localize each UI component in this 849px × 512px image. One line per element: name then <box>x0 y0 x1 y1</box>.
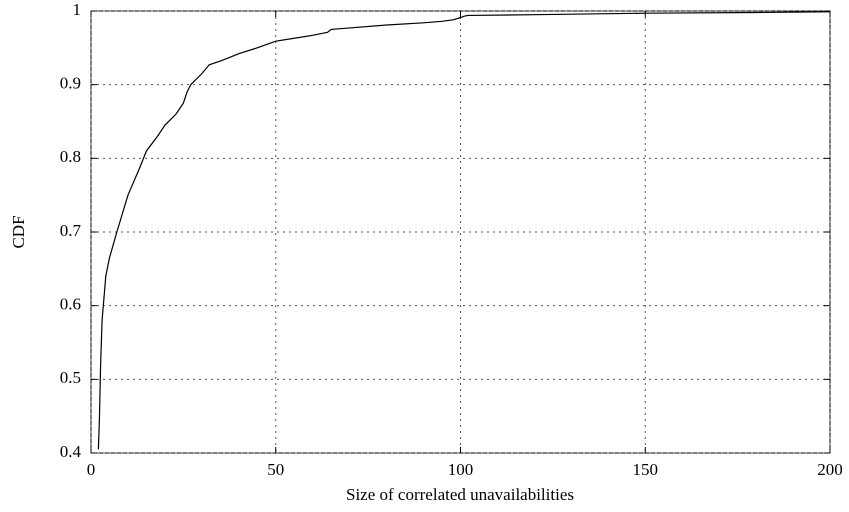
x-tick-label: 200 <box>817 460 843 479</box>
x-tick-label: 50 <box>267 460 284 479</box>
y-tick-label: 0.4 <box>60 442 82 461</box>
y-axis-label: CDF <box>9 215 28 248</box>
y-tick-label: 1 <box>73 0 82 19</box>
y-tick-label: 0.6 <box>60 295 81 314</box>
x-axis-label: Size of correlated unavailabilities <box>346 485 574 504</box>
cdf-line <box>97 11 831 450</box>
x-tick-label: 0 <box>87 460 96 479</box>
y-tick-label: 0.8 <box>60 147 81 166</box>
x-tick-label: 100 <box>448 460 474 479</box>
y-tick-label: 0.9 <box>60 74 81 93</box>
y-tick-label: 0.5 <box>60 368 81 387</box>
x-tick-label: 150 <box>633 460 659 479</box>
y-tick-label: 0.7 <box>60 221 82 240</box>
